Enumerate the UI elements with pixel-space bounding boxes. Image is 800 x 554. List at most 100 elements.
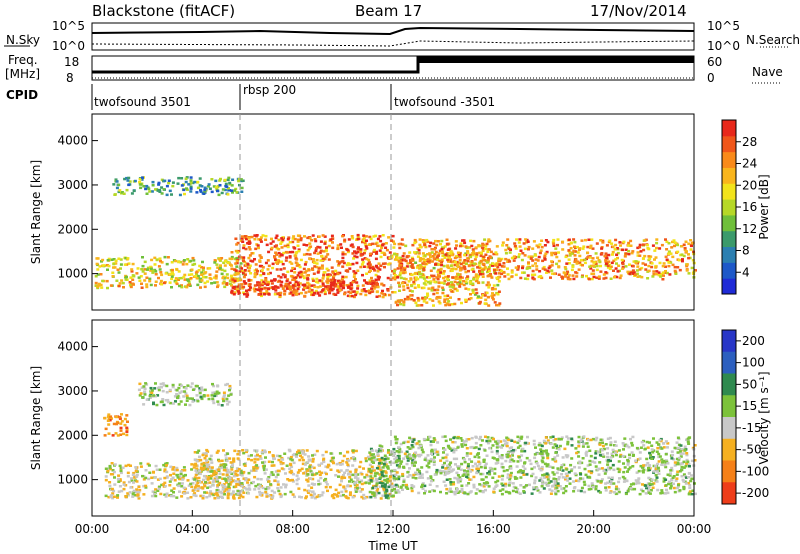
power-cell [374, 257, 378, 261]
power-cell [153, 256, 157, 260]
velocity-cell [202, 461, 206, 465]
power-cell [432, 266, 436, 270]
velocity-cell [677, 446, 680, 450]
power-cell [537, 275, 541, 279]
velocity-cell [241, 495, 245, 499]
velocity-cell [460, 484, 464, 487]
power-cell [213, 261, 217, 264]
velocity-cell [209, 493, 212, 496]
power-cell [671, 240, 674, 244]
power-cell [549, 276, 552, 279]
velocity-cell [242, 477, 246, 480]
power-cell [422, 261, 426, 264]
velocity-cell [575, 451, 579, 455]
velocity-cell [565, 474, 569, 477]
velocity-cell [612, 482, 616, 485]
velocity-cell [285, 464, 289, 467]
velocity-cell [345, 468, 349, 472]
velocity-cell [474, 446, 478, 449]
power-cell [298, 275, 302, 279]
velocity-cell [673, 490, 677, 494]
power-cell [471, 282, 475, 285]
velocity-cell [172, 466, 176, 469]
power-cell [267, 287, 271, 291]
power-cell [160, 283, 164, 286]
velocity-cell [421, 482, 425, 485]
velocity-cell [163, 493, 167, 496]
velocity-cell [347, 459, 351, 462]
power-cell [425, 301, 429, 304]
power-cell [567, 262, 571, 265]
velocity-cell [625, 444, 629, 447]
velocity-cell [348, 470, 352, 474]
velocity-cell [378, 458, 382, 461]
velocity-cell [191, 397, 194, 400]
velocity-cell [525, 473, 529, 476]
velocity-cell [253, 458, 257, 461]
velocity-cell [552, 477, 556, 480]
power-cell [296, 244, 300, 247]
power-cell [462, 265, 466, 268]
velocity-cell [456, 479, 460, 482]
power-cell [446, 258, 450, 262]
power-cell [476, 266, 480, 269]
power-cell [178, 277, 182, 280]
power-cell [418, 272, 421, 276]
velocity-cell [342, 474, 345, 477]
power-cell [373, 283, 377, 286]
velocity-cell [147, 477, 151, 481]
velocity-cell [614, 444, 618, 447]
power-cell [246, 263, 250, 266]
power-cell [296, 281, 300, 284]
power-cell [334, 293, 338, 296]
power-colorbar-tick-label: 12 [742, 222, 757, 236]
power-cell [143, 279, 147, 282]
power-colorbar-swatch [722, 167, 736, 184]
power-cell [439, 269, 443, 272]
power-cell [326, 253, 330, 256]
velocity-cell [458, 479, 462, 483]
power-cell [399, 268, 403, 272]
velocity-cell [127, 463, 131, 467]
power-cell [253, 238, 257, 241]
power-cell [247, 288, 251, 292]
power-cell [356, 250, 360, 254]
power-cell [398, 289, 401, 292]
power-cell [112, 262, 116, 266]
power-cell [429, 241, 433, 245]
velocity-cell [204, 462, 208, 465]
power-cell [627, 249, 631, 253]
power-cell [638, 268, 642, 271]
velocity-cell [479, 444, 483, 447]
power-cell [343, 292, 346, 296]
power-cell [531, 259, 535, 262]
power-cell [244, 247, 248, 251]
velocity-cell [668, 474, 672, 477]
power-cell [399, 266, 403, 270]
velocity-cell [634, 482, 638, 485]
power-cell [454, 247, 458, 250]
velocity-cell [354, 475, 358, 479]
velocity-cell [386, 457, 390, 460]
power-cell [373, 269, 377, 272]
velocity-cell [177, 484, 181, 488]
power-cell [291, 284, 295, 287]
power-cell [240, 269, 244, 273]
power-cell [333, 272, 337, 276]
power-cell [258, 264, 262, 268]
velocity-cell [271, 473, 275, 476]
velocity-cell [606, 447, 610, 450]
velocity-cell [509, 458, 513, 462]
velocity-cell [618, 455, 622, 458]
velocity-cell [504, 459, 508, 463]
power-cell [305, 244, 309, 247]
power-cell [273, 287, 277, 290]
power-cell [483, 294, 487, 297]
power-cell [487, 248, 491, 251]
power-cell [404, 259, 408, 263]
power-cell [393, 269, 396, 273]
velocity-cell [417, 440, 421, 443]
power-cell [286, 243, 290, 246]
power-cell [129, 276, 133, 279]
velocity-cell [343, 471, 347, 474]
